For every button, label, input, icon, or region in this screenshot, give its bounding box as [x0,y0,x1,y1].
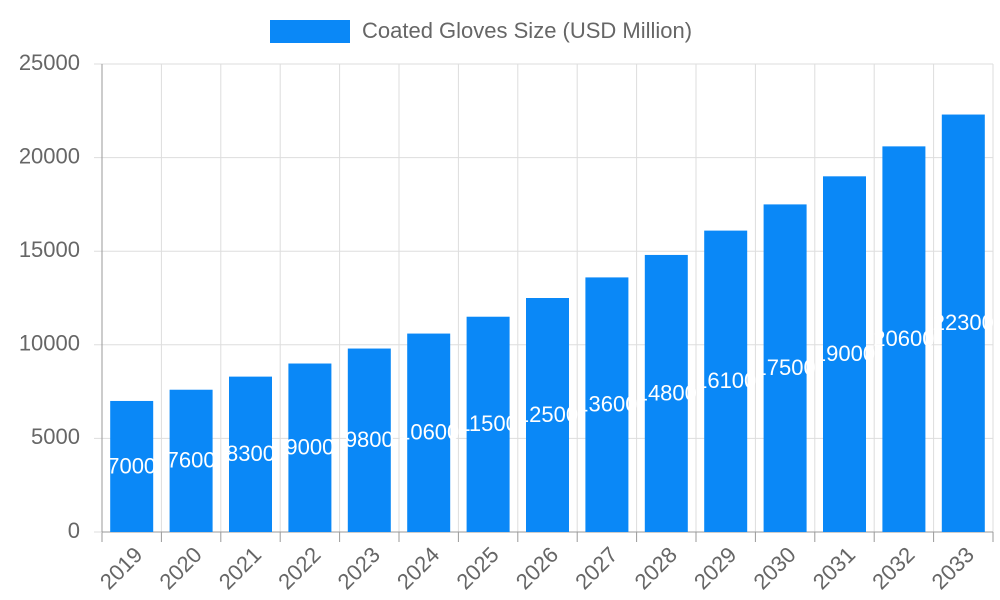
bar [882,146,926,533]
x-tick-label: 2030 [748,542,800,594]
value-label: 17500 [755,355,816,380]
bar [585,277,629,532]
value-label: 13600 [576,392,637,417]
bar [466,316,510,532]
value-label: 10600 [398,420,459,445]
y-tick-label: 25000 [19,50,80,75]
x-tick-label: 2027 [570,542,622,594]
bar [407,333,451,532]
x-tick-label: 2031 [808,542,860,594]
x-tick-label: 2020 [154,542,206,594]
x-tick-label: 2026 [511,542,563,594]
value-label: 9000 [285,435,334,460]
x-tick-label: 2019 [95,542,147,594]
value-label: 7000 [107,453,156,478]
x-tick-label: 2033 [927,542,979,594]
x-tick-label: 2023 [333,542,385,594]
bar [288,363,332,532]
bar [763,204,807,532]
bar [704,230,748,532]
value-label: 16100 [695,368,756,393]
y-tick-label: 15000 [19,237,80,262]
legend-swatch [270,20,350,43]
value-label: 11500 [458,411,518,436]
value-label: 12500 [517,402,578,427]
bar [169,389,213,532]
value-label: 19000 [814,341,875,366]
x-tick-label: 2021 [214,542,266,594]
value-label: 20600 [873,326,934,351]
y-tick-label: 5000 [31,424,80,449]
bar [941,114,985,532]
x-tick-label: 2024 [392,542,444,594]
y-tick-label: 0 [68,518,80,543]
value-label: 9800 [345,427,394,452]
value-label: 8300 [226,441,275,466]
x-tick-label: 2029 [689,542,741,594]
legend-label: Coated Gloves Size (USD Million) [362,18,692,43]
x-tick-label: 2022 [273,542,325,594]
x-tick-label: 2028 [630,542,682,594]
bar [347,348,391,532]
bar [644,254,688,532]
bar [526,298,569,532]
x-tick-label: 2025 [451,542,503,594]
bar [229,376,272,532]
y-tick-label: 20000 [19,143,80,168]
value-label: 7600 [167,448,216,473]
x-tick-label: 2032 [867,542,919,594]
y-tick-label: 10000 [19,331,80,356]
bar [823,176,866,532]
bar [110,400,154,532]
value-label: 14800 [636,380,697,405]
value-label: 22300 [933,310,994,335]
